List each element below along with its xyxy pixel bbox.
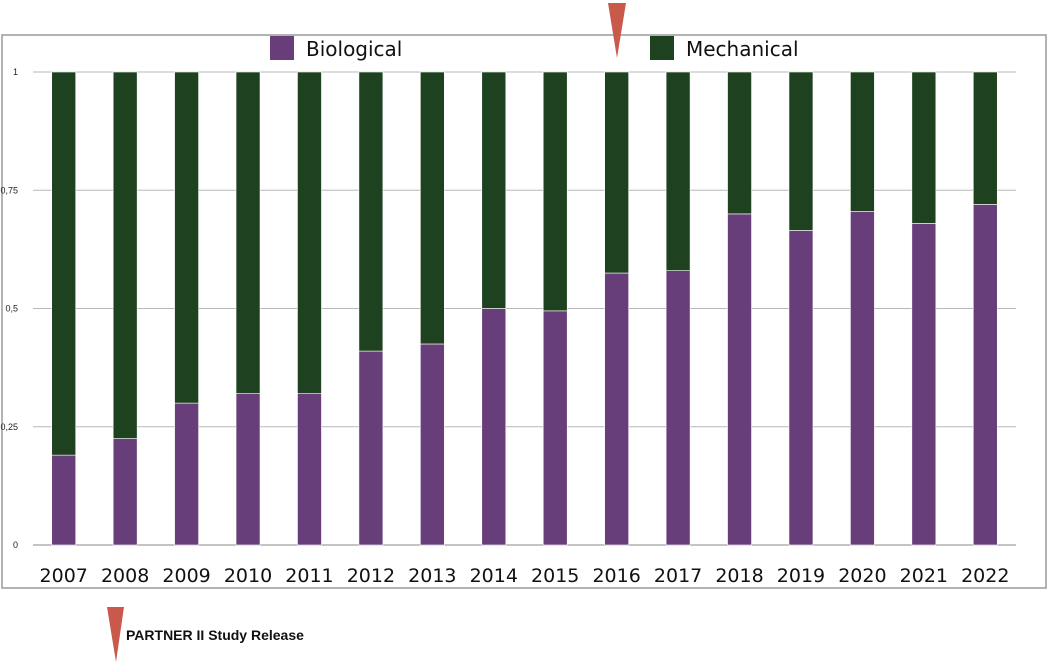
y-tick-label: 0,75 [0, 185, 18, 195]
bar-mechanical-2022 [972, 71, 998, 205]
bar-biological-2021 [911, 223, 937, 546]
x-tick-label: 2011 [285, 565, 333, 587]
x-tick-label: 2019 [777, 565, 825, 587]
y-axis-ticks: 0 0,25 0,5 0,75 1 [0, 67, 18, 550]
bar-mechanical-2015 [542, 71, 568, 312]
bar-biological-2015 [542, 310, 568, 546]
x-axis-ticks: 2007 2008 2009 2010 2011 2012 2013 2014 2015 2016… [40, 565, 1010, 587]
bar-biological-2008 [112, 438, 138, 546]
bar-biological-2009 [174, 402, 199, 546]
bars [51, 71, 998, 546]
x-tick-label: 2012 [347, 565, 395, 587]
bar-mechanical-2017 [665, 71, 691, 271]
y-tick-label: 0,25 [0, 422, 18, 432]
bar-biological-2007 [51, 454, 77, 546]
x-tick-label: 2021 [900, 565, 948, 587]
bar-mechanical-2013 [420, 71, 445, 345]
y-tick-label: 0 [13, 540, 18, 550]
bar-mechanical-2016 [604, 71, 629, 274]
bar-mechanical-2020 [850, 71, 875, 212]
x-tick-label: 2009 [162, 565, 210, 587]
bar-mechanical-2008 [112, 71, 138, 439]
bar-biological-2010 [235, 393, 261, 546]
x-tick-label: 2016 [592, 565, 640, 587]
x-tick-label: 2015 [531, 565, 579, 587]
y-tick-label: 0,5 [5, 304, 18, 314]
study-release-label: PARTNER II Study Release [126, 627, 304, 643]
bar-mechanical-2010 [235, 71, 261, 394]
y-tick-label: 1 [13, 67, 18, 77]
x-tick-label: 2022 [961, 565, 1009, 587]
x-tick-label: 2007 [40, 565, 88, 587]
bar-biological-2014 [481, 308, 507, 546]
bar-biological-2013 [420, 343, 445, 546]
legend-swatch-biological [270, 36, 294, 60]
x-tick-label: 2018 [715, 565, 763, 587]
bar-mechanical-2009 [174, 71, 199, 404]
bar-mechanical-2019 [788, 71, 814, 231]
bar-mechanical-2014 [481, 71, 507, 309]
bar-biological-2020 [850, 211, 875, 546]
bar-mechanical-2012 [358, 71, 384, 352]
bar-biological-2012 [358, 350, 384, 546]
x-tick-label: 2014 [470, 565, 518, 587]
legend: Biological Mechanical [270, 36, 799, 61]
x-tick-label: 2017 [654, 565, 702, 587]
bar-mechanical-2011 [297, 71, 322, 394]
x-tick-label: 2020 [838, 565, 886, 587]
bar-mechanical-2018 [727, 71, 752, 215]
legend-label-mechanical: Mechanical [686, 37, 799, 61]
plot-frame [1, 34, 1047, 589]
study-release-marker-top [608, 3, 626, 58]
x-tick-label: 2013 [408, 565, 456, 587]
bar-biological-2017 [665, 270, 691, 546]
x-tick-label: 2008 [101, 565, 149, 587]
study-release-marker-legend [107, 607, 124, 662]
bar-mechanical-2021 [911, 71, 937, 224]
bar-biological-2016 [604, 272, 629, 546]
bar-biological-2018 [727, 213, 752, 546]
legend-label-biological: Biological [306, 37, 402, 61]
legend-swatch-mechanical [650, 36, 674, 60]
bar-biological-2011 [297, 393, 322, 546]
bar-biological-2019 [788, 230, 814, 546]
bar-biological-2022 [972, 204, 998, 546]
bar-mechanical-2007 [51, 71, 77, 456]
x-tick-label: 2010 [224, 565, 272, 587]
